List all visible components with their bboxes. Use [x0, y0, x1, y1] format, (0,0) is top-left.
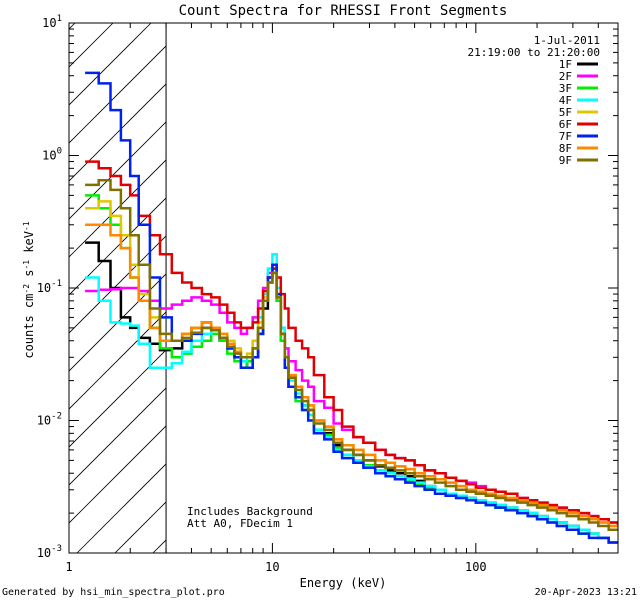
y-axis-label-part: -2 [22, 284, 31, 294]
hatch-line [69, 45, 167, 144]
y-axis-label-part: -1 [22, 221, 31, 231]
x-tick-label: 100 [465, 560, 487, 574]
hatch-line [571, 23, 640, 553]
y-axis-label-part: s [22, 270, 36, 284]
series-line-4F [85, 252, 618, 544]
plot-frame [68, 22, 619, 554]
axis-ticks [68, 22, 619, 554]
hatch-line [69, 83, 167, 182]
y-tick-label: 100 [42, 147, 62, 163]
legend-label-1F: 1F [559, 58, 572, 71]
series-line-9F [85, 179, 618, 531]
legend-label-2F: 2F [559, 70, 572, 83]
legend-date: 1-Jul-2011 [534, 34, 600, 47]
legend-label-3F: 3F [559, 82, 572, 95]
x-axis-label: Energy (keV) [300, 576, 387, 590]
y-axis-label-part: -1 [22, 260, 31, 270]
legend-label-8F: 8F [559, 142, 572, 155]
hatch-line [267, 23, 640, 553]
legend-label-5F: 5F [559, 106, 572, 119]
chart-title: Count Spectra for RHESSI Front Segments [179, 3, 508, 19]
footer-generated-by: Generated by hsi_min_spectra_plot.pro [2, 587, 225, 598]
y-tick-label: 10-3 [37, 544, 62, 560]
hatch-line [69, 273, 167, 372]
y-tick-label: 10-2 [37, 412, 62, 428]
annotation-attenuator: Att A0, FDecim 1 [187, 517, 293, 530]
hatch-line [76, 463, 167, 553]
footer-timestamp: 20-Apr-2023 13:21 [535, 587, 637, 598]
hatch-line [419, 23, 640, 553]
y-axis-label-part: keV [22, 231, 36, 260]
y-tick-label: 10-1 [37, 279, 62, 295]
series-line-6F [85, 160, 618, 528]
legend-label-4F: 4F [559, 94, 572, 107]
hatch-line [0, 23, 37, 553]
x-tick-label: 1 [65, 560, 72, 574]
legend-label-9F: 9F [559, 154, 572, 167]
legend-label-6F: 6F [559, 118, 572, 131]
y-tick-label: 101 [42, 14, 62, 30]
y-axis-label-part: counts cm [22, 294, 36, 359]
hatch-line [69, 425, 167, 524]
axis-tick-labels: 1 10 100 101 100 10-1 10-2 10-3 [37, 14, 487, 574]
series-layer [85, 71, 618, 544]
hatch-line [305, 23, 640, 553]
y-axis-label: counts cm-2 s-1 keV-1 [22, 221, 37, 358]
legend-time-range: 21:19:00 to 21:20:00 [468, 46, 600, 59]
legend-label-7F: 7F [559, 130, 572, 143]
hatch-line [69, 387, 167, 486]
x-tick-label: 10 [265, 560, 279, 574]
annotation-background: Includes Background [187, 505, 313, 518]
hatch-line [533, 23, 640, 553]
excluded-region-hatch [0, 23, 640, 553]
